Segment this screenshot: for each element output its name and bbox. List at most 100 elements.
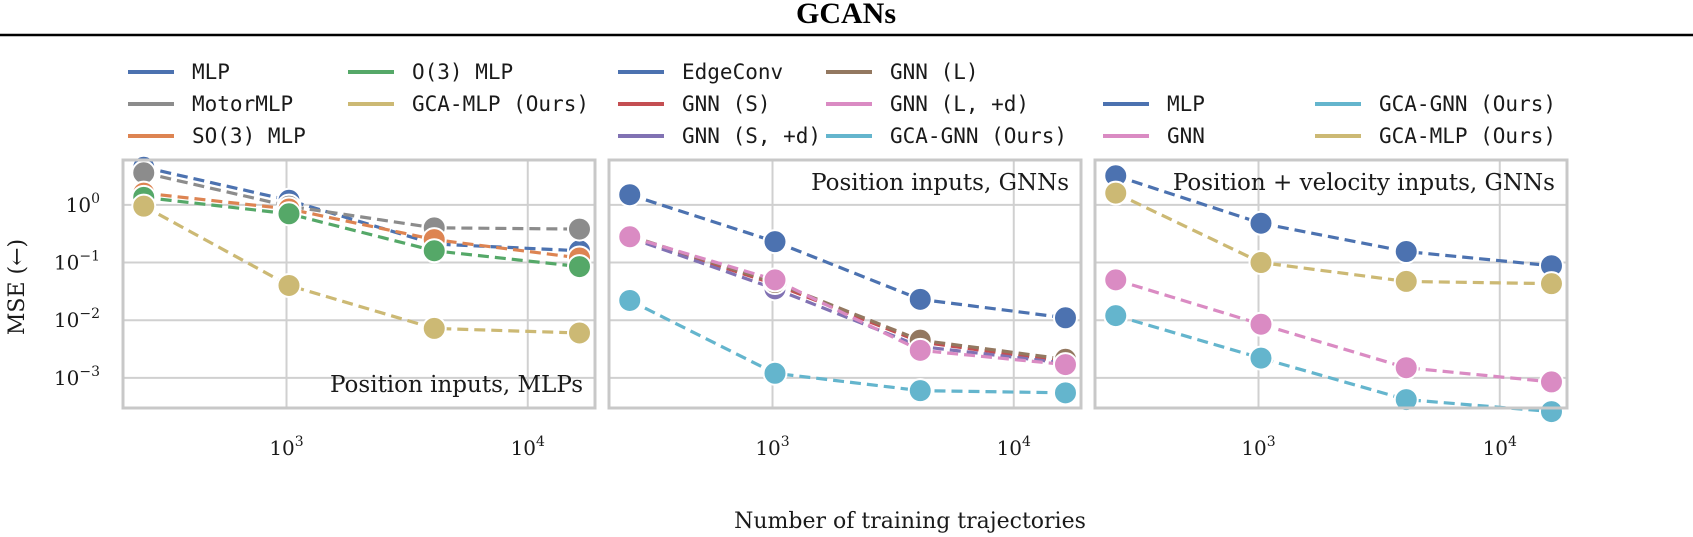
series-2: [1103, 267, 1564, 395]
data-point: [907, 337, 933, 363]
y-tick-label-base: 10: [54, 251, 79, 275]
data-point: [617, 224, 643, 250]
data-point: [1538, 271, 1564, 297]
legend-label: GNN (L, +d): [890, 92, 1029, 116]
x-tick-label-exp: 3: [781, 434, 790, 450]
x-tick-label-base: 10: [755, 436, 780, 460]
panel-frame: [121, 158, 597, 410]
legend-label: GNN (S): [682, 92, 771, 116]
grid: [609, 160, 1081, 408]
x-tick-label-exp: 4: [1022, 434, 1031, 450]
x-tick-label: 103: [269, 434, 303, 460]
series-3: [131, 180, 592, 271]
x-tick-label-exp: 3: [1267, 434, 1276, 450]
y-axis-label: MSE (←): [5, 239, 30, 335]
panel-frame: [1093, 158, 1569, 410]
data-point: [1052, 305, 1078, 331]
data-point: [421, 238, 447, 264]
x-tick-label: 104: [997, 434, 1031, 460]
data-point: [1393, 355, 1419, 381]
data-point: [762, 229, 788, 255]
y-tick-label-base: 10: [66, 193, 91, 217]
legend-label: GCA-GNN (Ours): [1379, 92, 1556, 116]
data-point: [1393, 387, 1419, 413]
legend-entry: GNN (L, +d): [826, 92, 1029, 116]
legend-entry: GNN: [1103, 124, 1205, 148]
legend-label: GCA-GNN (Ours): [890, 124, 1067, 148]
data-point: [566, 216, 592, 242]
series-line: [629, 235, 1066, 367]
legend-1: MLP MotorMLP SO(3) MLP O(3) MLP GCA-MLP (Our…: [128, 60, 589, 148]
data-point: [1538, 399, 1564, 425]
x-tick-label-base: 10: [269, 436, 294, 460]
x-tick-label: 104: [511, 434, 545, 460]
data-point: [762, 360, 788, 386]
legend-entry: GCA-MLP (Ours): [348, 92, 589, 116]
x-tick-label: 103: [755, 434, 789, 460]
series-5: [131, 193, 592, 346]
data-point: [1248, 210, 1274, 236]
x-tick-label-base: 10: [1483, 436, 1508, 460]
legend-label: GNN (L): [890, 60, 979, 84]
data-point: [1052, 380, 1078, 406]
x-tick-label-exp: 4: [536, 434, 545, 450]
series-line: [1115, 314, 1552, 414]
series-6: [617, 287, 1078, 406]
series-line: [142, 204, 580, 335]
legend-entry: GNN (L): [826, 60, 979, 84]
legend-entry: GNN (S): [618, 92, 771, 116]
data-point: [1248, 345, 1274, 371]
panel-annotation: Position inputs, MLPs: [330, 372, 583, 398]
legend-entry: GCA-GNN (Ours): [826, 124, 1067, 148]
legend-entry: MLP: [128, 60, 230, 84]
series-line: [629, 236, 1066, 365]
data-point: [421, 315, 447, 341]
series-1: [1103, 163, 1564, 279]
legend-entry: GCA-GNN (Ours): [1315, 92, 1556, 116]
y-tick-label-exp: 0: [91, 191, 100, 207]
series-3: [1103, 303, 1564, 425]
legend-label: MLP: [192, 60, 230, 84]
legend-label: GNN (S, +d): [682, 124, 821, 148]
series-line: [629, 299, 1066, 395]
series-1: [131, 154, 592, 264]
x-tick-label: 103: [1241, 434, 1275, 460]
y-tick-label: 100: [66, 191, 100, 217]
y-tick-label: 10−2: [54, 306, 100, 332]
legend-entry: GCA-MLP (Ours): [1315, 124, 1556, 148]
data-point: [1248, 250, 1274, 276]
figure-title: GCANs: [796, 0, 896, 30]
x-axis-label: Number of training trajectories: [734, 509, 1086, 534]
y-tick-label-base: 10: [54, 308, 79, 332]
legend-entry: O(3) MLP: [348, 60, 513, 84]
data-point: [1393, 239, 1419, 265]
data-point: [566, 320, 592, 346]
legend-label: GCA-MLP (Ours): [412, 92, 589, 116]
x-tick-label-exp: 4: [1508, 434, 1517, 450]
x-tick-label: 104: [1483, 434, 1517, 460]
grid: [123, 160, 595, 408]
data-point: [617, 182, 643, 208]
y-tick-label: 10−3: [54, 364, 100, 390]
legend-entry: EdgeConv: [618, 60, 783, 84]
legend-label: GNN: [1167, 124, 1205, 148]
data-point: [1103, 180, 1129, 206]
series-line: [143, 171, 580, 231]
data-point: [762, 267, 788, 293]
series-line: [143, 195, 580, 269]
legend-entry: SO(3) MLP: [128, 124, 306, 148]
legend-label: EdgeConv: [682, 60, 783, 84]
series-line: [1115, 278, 1552, 384]
legend-entry: MotorMLP: [128, 92, 293, 116]
legend-label: GCA-MLP (Ours): [1379, 124, 1556, 148]
legend-entry: GNN (S, +d): [618, 124, 821, 148]
y-tick-label-exp: −3: [79, 364, 100, 380]
y-tick-label-base: 10: [54, 366, 79, 390]
data-point: [1393, 268, 1419, 294]
data-point: [907, 378, 933, 404]
